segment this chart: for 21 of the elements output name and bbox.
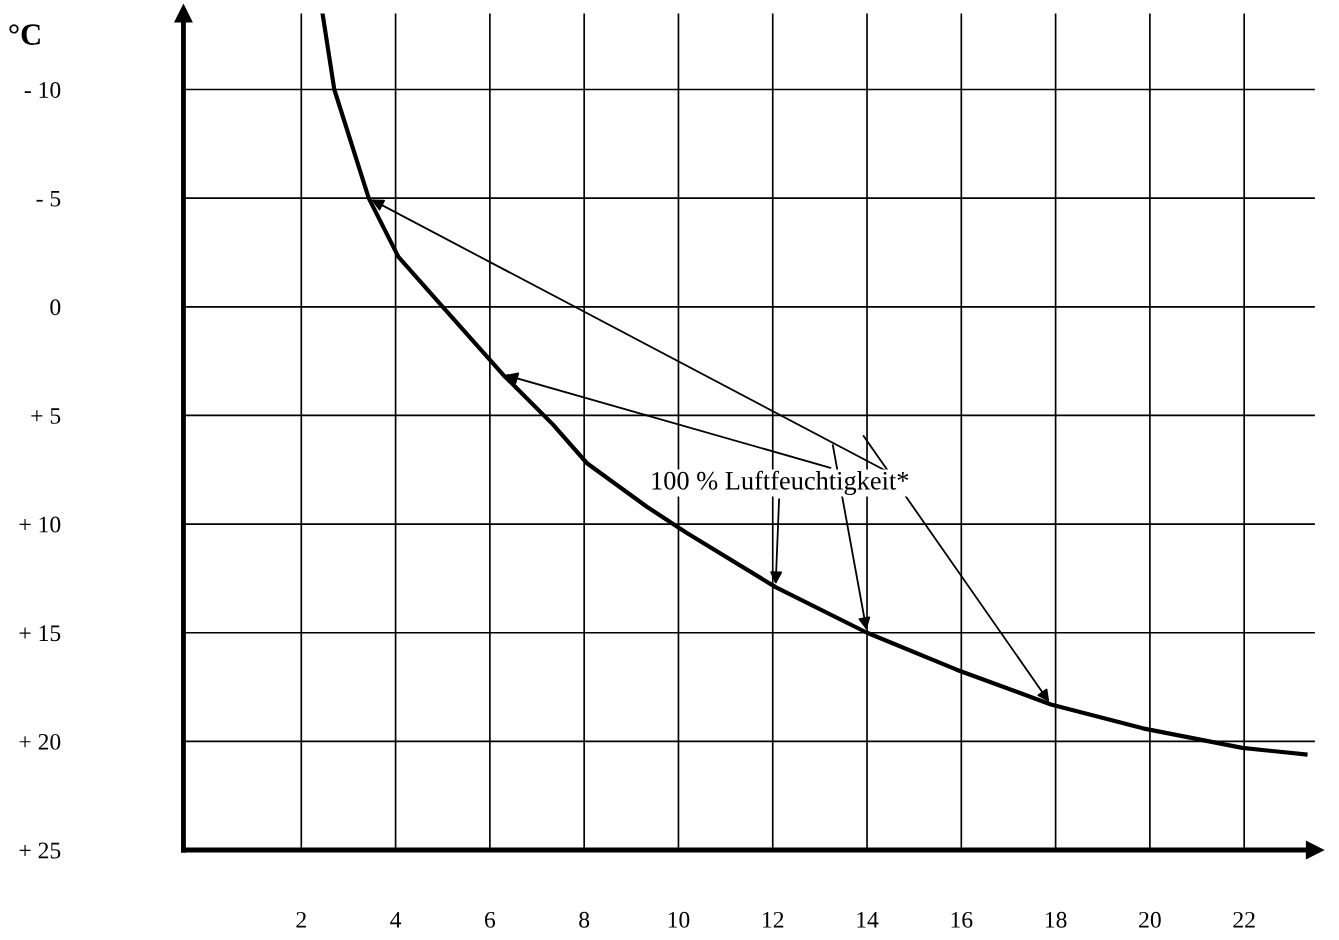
x-tick-label: 10: [668, 911, 690, 928]
y-tick-label: 0: [50, 299, 61, 316]
y-tick-label: + 10: [19, 516, 61, 533]
y-tick-label: + 5: [31, 408, 61, 424]
x-tick-label: 12: [763, 911, 784, 928]
x-tick-label: 4: [390, 911, 402, 928]
annotation: 100 % Luftfeuchtigkeit*: [652, 470, 909, 496]
y-tick-label: + 25: [19, 842, 61, 859]
y-axis-title: °C: [9, 24, 40, 45]
y-tick-label: + 20: [19, 733, 61, 750]
x-tick-label: 20: [1139, 911, 1161, 928]
x-tick-label: 16: [951, 911, 973, 928]
x-tick-label: 6: [484, 911, 496, 928]
x-tick-label: 22: [1233, 911, 1255, 928]
y-tick-label: - 10: [24, 81, 61, 98]
y-tick-label: - 5: [36, 190, 61, 207]
x-tick-label: 14: [857, 911, 879, 928]
x-tick-label: 18: [1045, 911, 1067, 928]
x-tick-label: 2: [296, 911, 306, 928]
y-tick-label: + 15: [19, 625, 61, 642]
x-tick-label: 8: [579, 911, 590, 928]
